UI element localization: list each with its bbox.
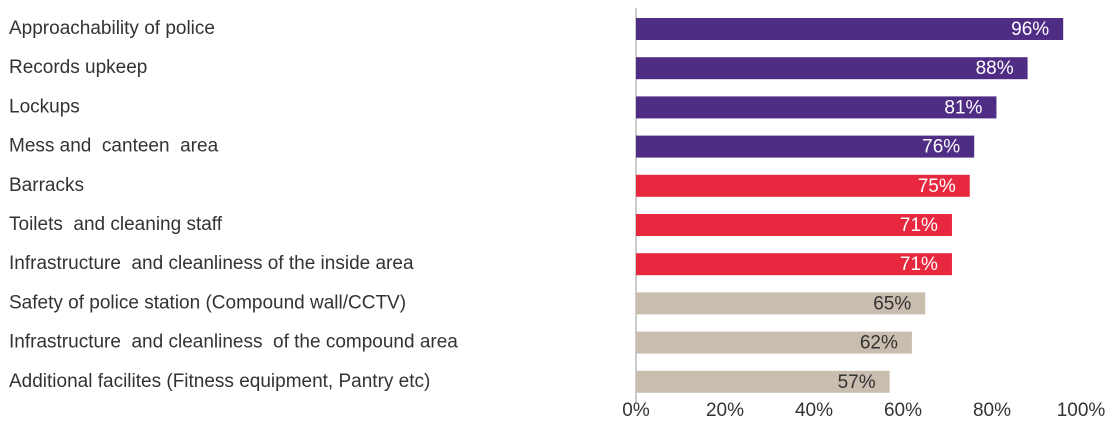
value-label: 81% <box>944 97 982 118</box>
x-tick-label: 20% <box>706 400 744 421</box>
category-label: Infrastructure and cleanliness of the co… <box>9 332 458 353</box>
x-tick-label: 60% <box>884 400 922 421</box>
value-label: 76% <box>922 137 960 158</box>
category-label: Records upkeep <box>9 57 147 78</box>
value-label: 65% <box>873 293 911 314</box>
category-label: Approachability of police <box>9 18 215 39</box>
bar <box>636 292 926 315</box>
bar <box>636 57 1028 80</box>
value-label: 62% <box>860 333 898 354</box>
bar <box>636 18 1064 40</box>
value-label: 71% <box>900 215 938 236</box>
x-tick-label: 0% <box>622 400 650 421</box>
bar <box>636 174 970 197</box>
value-label: 88% <box>976 58 1014 79</box>
value-label: 71% <box>900 254 938 275</box>
value-label: 96% <box>1011 19 1049 40</box>
x-tick-label: 40% <box>795 400 833 421</box>
category-label: Mess and canteen area <box>9 136 219 157</box>
value-label: 75% <box>918 176 956 197</box>
bar <box>636 253 952 276</box>
category-label: Additional facilites (Fitness equipment,… <box>9 371 430 392</box>
category-label: Safety of police station (Compound wall/… <box>9 292 406 313</box>
category-label: Infrastructure and cleanliness of the in… <box>9 253 414 274</box>
x-tick-label: 100% <box>1057 400 1106 421</box>
category-label: Barracks <box>9 175 84 196</box>
bar <box>636 214 952 236</box>
x-tick-label: 80% <box>973 400 1011 421</box>
bar <box>636 96 997 119</box>
bar <box>636 370 890 393</box>
value-label: 57% <box>838 372 876 393</box>
category-label: Lockups <box>9 96 80 117</box>
bar <box>636 331 912 354</box>
bar <box>636 135 975 158</box>
category-label: Toilets and cleaning staff <box>9 214 223 235</box>
